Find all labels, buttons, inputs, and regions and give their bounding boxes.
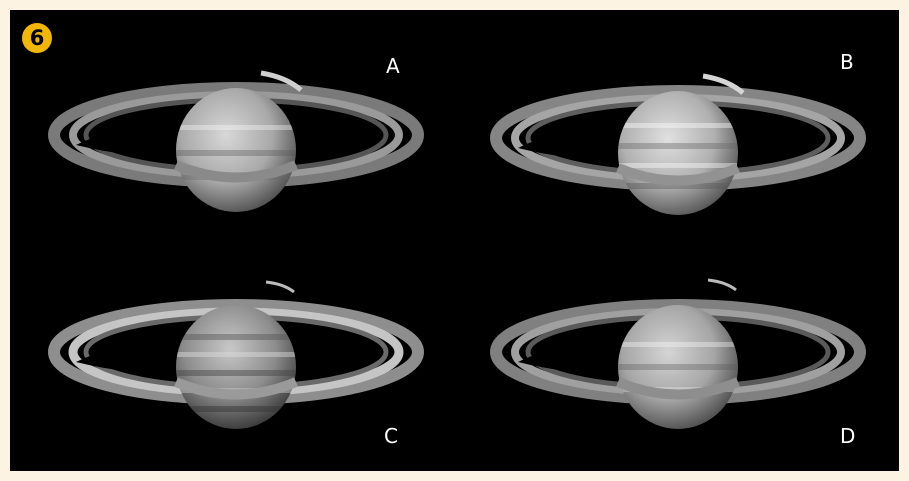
saturn-image-c xyxy=(48,280,424,429)
saturn-image-a xyxy=(48,70,424,212)
panel-label-d: D xyxy=(840,424,856,448)
image-panel: 6 A xyxy=(10,10,899,471)
figure-frame: 6 A xyxy=(4,4,905,477)
panel-label-b: B xyxy=(840,50,854,74)
panel-label-c: C xyxy=(384,424,398,448)
figure-number-badge: 6 xyxy=(22,23,52,53)
saturn-image-b xyxy=(490,73,866,215)
panel-label-a: A xyxy=(386,54,400,78)
saturn-image-d xyxy=(490,278,866,429)
